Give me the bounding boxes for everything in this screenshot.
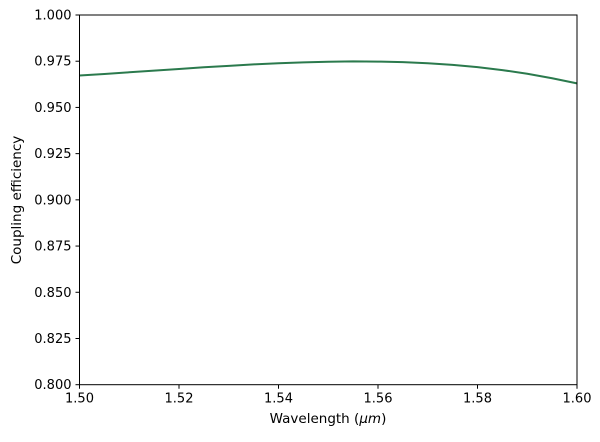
y-tick-label: 0.900 — [34, 193, 71, 208]
x-axis-label: Wavelength (μm) — [79, 411, 577, 427]
x-axis-label-unit: μm — [359, 411, 382, 427]
y-tick-label: 1.000 — [34, 9, 71, 24]
x-tick-label: 1.54 — [264, 392, 293, 407]
y-tick-label: 0.950 — [34, 101, 71, 116]
x-tick-label: 1.50 — [65, 392, 94, 407]
y-axis-label: Coupling efficiency — [9, 135, 25, 265]
y-tick-label: 0.875 — [34, 240, 71, 255]
y-tick-label: 0.925 — [34, 147, 71, 162]
plot-frame — [79, 14, 578, 386]
y-tick-label: 0.800 — [34, 378, 71, 393]
x-tick-label: 1.58 — [463, 392, 492, 407]
y-tick-label: 0.975 — [34, 55, 71, 70]
y-tick-label: 0.825 — [34, 332, 71, 347]
y-tick-label: 0.850 — [34, 286, 71, 301]
x-tick-label: 1.56 — [364, 392, 393, 407]
series-line — [79, 60, 578, 85]
x-tick-label: 1.60 — [563, 392, 592, 407]
x-axis-label-suffix: ) — [381, 411, 387, 427]
x-tick-label: 1.52 — [165, 392, 194, 407]
x-axis-label-prefix: Wavelength ( — [269, 411, 360, 427]
